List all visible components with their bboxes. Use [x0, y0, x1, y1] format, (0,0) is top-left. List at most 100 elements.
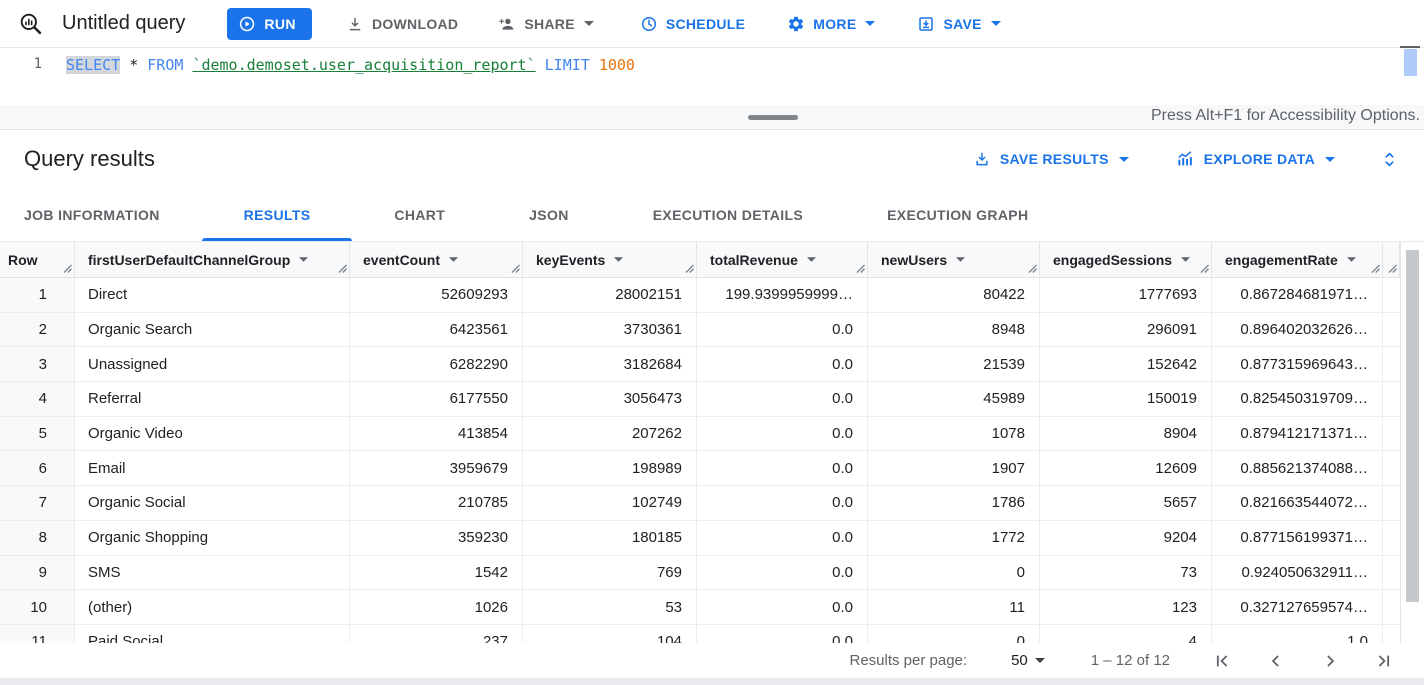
table-cell: Organic Shopping: [75, 520, 350, 555]
table-cell: 150019: [1040, 382, 1212, 416]
column-header-engagedSessions[interactable]: engagedSessions: [1040, 242, 1212, 277]
unfold-icon: [1381, 149, 1398, 170]
clock-icon: [640, 15, 658, 33]
tab-results[interactable]: RESULTS: [201, 188, 353, 241]
table-cell: 0.0: [697, 312, 868, 347]
table-cell-stub: [1383, 278, 1400, 312]
sort-caret-icon[interactable]: [806, 257, 816, 262]
splitter-drag-handle[interactable]: [748, 115, 798, 120]
column-header-label: engagedSessions: [1053, 251, 1173, 268]
column-resize-handle-icon[interactable]: [511, 264, 520, 273]
table-cell: 237: [350, 624, 523, 643]
last-page-button[interactable]: [1374, 651, 1394, 671]
table-cell: 207262: [523, 416, 697, 451]
table-scrollbar-thumb[interactable]: [1406, 250, 1419, 602]
table-cell: Paid Social: [75, 624, 350, 643]
table-cell: 104: [523, 624, 697, 643]
table-row: 7 Organic Social 210785 102749 0.0 1786 5657 0.…: [0, 486, 1400, 521]
table-cell: Direct: [75, 278, 350, 312]
download-button[interactable]: DOWNLOAD: [342, 15, 462, 33]
page-size-value: 50: [1011, 652, 1028, 669]
run-button[interactable]: RUN: [227, 7, 312, 40]
table-cell: Unassigned: [75, 347, 350, 382]
tab-chart[interactable]: CHART: [394, 206, 446, 223]
column-resize-handle-icon[interactable]: [685, 264, 694, 273]
sort-caret-icon[interactable]: [1181, 257, 1191, 262]
table-cell: 5657: [1040, 486, 1212, 520]
sort-caret-icon[interactable]: [1346, 257, 1356, 262]
explore-data-label: EXPLORE DATA: [1203, 151, 1315, 167]
column-header-engagementRate[interactable]: engagementRate: [1212, 242, 1383, 277]
table-row: 3 Unassigned 6282290 3182684 0.0 21539 152642 0…: [0, 347, 1400, 383]
page-range: 1 – 12 of 12: [1090, 652, 1170, 669]
table-cell-stub: [1383, 451, 1400, 485]
save-icon: [917, 15, 935, 33]
table-cell: 0.877156199371…: [1212, 520, 1383, 555]
table-cell: 152642: [1040, 347, 1212, 382]
tab-execution-details[interactable]: EXECUTION DETAILS: [652, 206, 804, 223]
schedule-button[interactable]: SCHEDULE: [636, 15, 749, 33]
column-header-eventCount[interactable]: eventCount: [350, 242, 523, 277]
column-resize-handle-icon[interactable]: [856, 264, 865, 273]
column-header-keyEvents[interactable]: keyEvents: [523, 242, 697, 277]
table-cell: 1026: [350, 590, 523, 624]
explore-data-button[interactable]: EXPLORE DATA: [1175, 150, 1335, 168]
column-header-newUsers[interactable]: newUsers: [868, 242, 1040, 277]
next-page-button[interactable]: [1320, 651, 1340, 671]
table-cell-stub: [1383, 625, 1400, 643]
column-header-Row[interactable]: Row: [0, 242, 75, 277]
sort-caret-icon[interactable]: [449, 257, 458, 262]
table-cell: 21539: [868, 347, 1040, 382]
table-cell: 3182684: [523, 347, 697, 382]
sort-caret-icon[interactable]: [299, 257, 309, 262]
table-cell: 0.877315969643…: [1212, 347, 1383, 382]
previous-page-button[interactable]: [1266, 651, 1286, 671]
tab-json[interactable]: JSON: [529, 206, 569, 223]
table-cell: 0.885621374088…: [1212, 451, 1383, 486]
table-cell: 3959679: [350, 451, 523, 486]
page-size-select[interactable]: 50: [1011, 652, 1045, 669]
column-resize-handle-icon[interactable]: [338, 264, 347, 273]
tab-job-information[interactable]: JOB INFORMATION: [24, 206, 160, 223]
chevron-down-icon: [990, 21, 1001, 26]
table-cell: 359230: [350, 520, 523, 555]
results-title: Query results: [24, 146, 155, 171]
table-cell: 0.0: [697, 382, 868, 416]
more-button[interactable]: MORE: [783, 15, 879, 33]
table-cell: 296091: [1040, 312, 1212, 347]
column-header-stub[interactable]: [1383, 242, 1400, 277]
table-cell: 1078: [868, 416, 1040, 451]
table-cell: 0: [868, 555, 1040, 590]
table-cell-stub: [1383, 590, 1400, 624]
tab-execution-graph[interactable]: EXECUTION GRAPH: [887, 206, 1029, 223]
table-vertical-scrollbar[interactable]: [1400, 242, 1424, 643]
column-resize-handle-icon[interactable]: [1388, 264, 1397, 273]
sql-editor[interactable]: 1 SELECT * FROM `demo.demoset.user_acqui…: [0, 46, 1424, 105]
line-number: 1: [33, 56, 42, 72]
share-button[interactable]: SHARE: [492, 15, 598, 33]
column-resize-handle-icon[interactable]: [63, 264, 72, 273]
column-header-firstUserDefaultChannelGroup[interactable]: firstUserDefaultChannelGroup: [75, 242, 350, 277]
table-reference-link[interactable]: `demo.demoset.user_acquisition_report`: [192, 56, 536, 74]
table-row: 5 Organic Video 413854 207262 0.0 1078 8904 0.8…: [0, 416, 1400, 452]
sql-code-line[interactable]: SELECT * FROM `demo.demoset.user_acquisi…: [66, 56, 635, 74]
horizontal-scrollbar[interactable]: [0, 678, 1424, 685]
column-header-totalRevenue[interactable]: totalRevenue: [697, 242, 868, 277]
share-button-label: SHARE: [524, 15, 575, 32]
save-button[interactable]: SAVE: [913, 15, 1004, 33]
editor-scrollbar-thumb[interactable]: [1404, 49, 1417, 76]
more-button-label: MORE: [813, 15, 857, 32]
column-resize-handle-icon[interactable]: [1200, 264, 1209, 273]
caret-down-icon: [1034, 658, 1045, 663]
column-resize-handle-icon[interactable]: [1028, 264, 1037, 273]
expand-results-button[interactable]: [1381, 149, 1398, 170]
table-cell: 28002151: [523, 278, 697, 312]
sort-caret-icon[interactable]: [614, 257, 624, 262]
save-results-button[interactable]: SAVE RESULTS: [973, 150, 1129, 168]
column-resize-handle-icon[interactable]: [1371, 264, 1380, 273]
download-icon: [346, 15, 364, 33]
table-cell: 45989: [868, 382, 1040, 416]
sort-caret-icon[interactable]: [956, 257, 966, 262]
row-number-cell: 8: [0, 520, 75, 555]
first-page-button[interactable]: [1212, 651, 1232, 671]
